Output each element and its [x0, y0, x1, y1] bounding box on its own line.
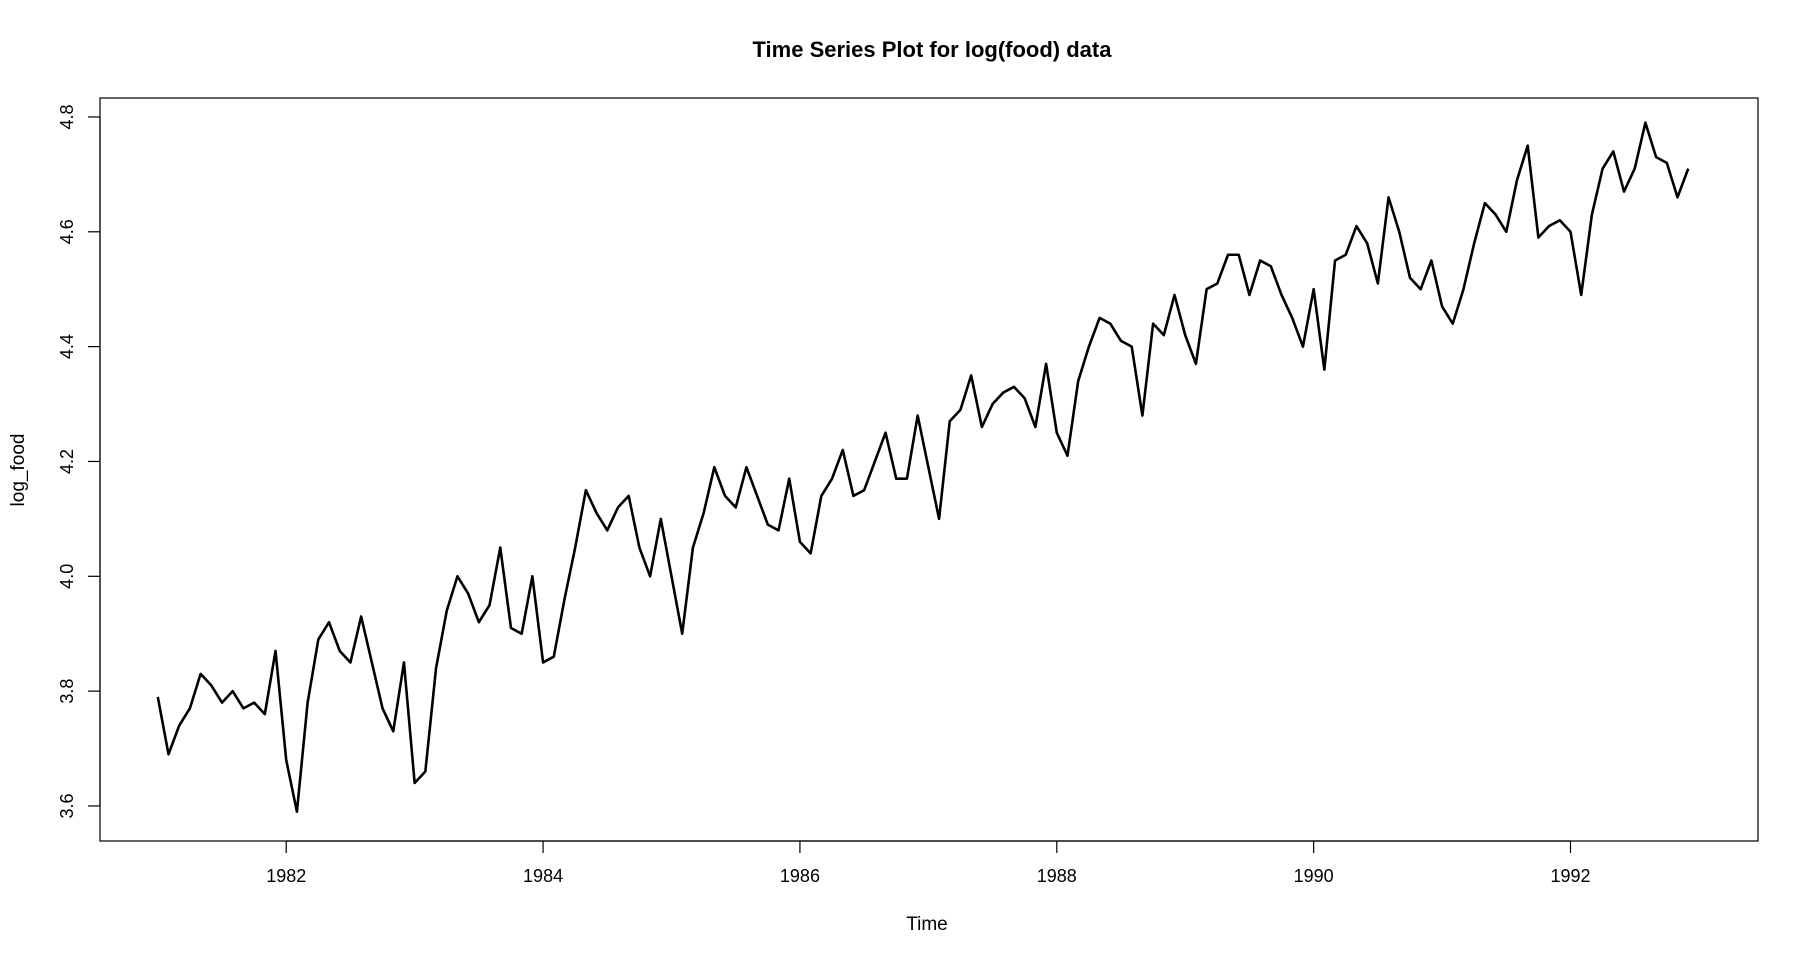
y-axis-label: log_food: [8, 434, 29, 507]
y-tick-label: 4.0: [57, 564, 77, 589]
x-tick-label: 1986: [780, 866, 820, 886]
y-tick-label: 4.6: [57, 219, 77, 244]
x-axis: 1982 1984 1986 1988 1990 1992: [266, 840, 1591, 886]
x-tick-label: 1988: [1037, 866, 1077, 886]
x-tick-label: 1990: [1294, 866, 1334, 886]
x-tick-label: 1992: [1550, 866, 1590, 886]
x-tick-label: 1984: [523, 866, 563, 886]
y-tick-label: 4.4: [57, 334, 77, 359]
y-tick-label: 3.6: [57, 793, 77, 818]
y-tick-label: 4.8: [57, 104, 77, 129]
y-axis: 3.6 3.8 4.0 4.2 4.4 4.6 4.8: [57, 104, 101, 818]
x-tick-label: 1982: [266, 866, 306, 886]
series-line: [156, 121, 1690, 814]
y-tick-label: 3.8: [57, 679, 77, 704]
y-tick-label: 4.2: [57, 449, 77, 474]
chart-title: Time Series Plot for log(food) data: [753, 37, 1113, 62]
x-axis-label: Time: [906, 914, 948, 935]
